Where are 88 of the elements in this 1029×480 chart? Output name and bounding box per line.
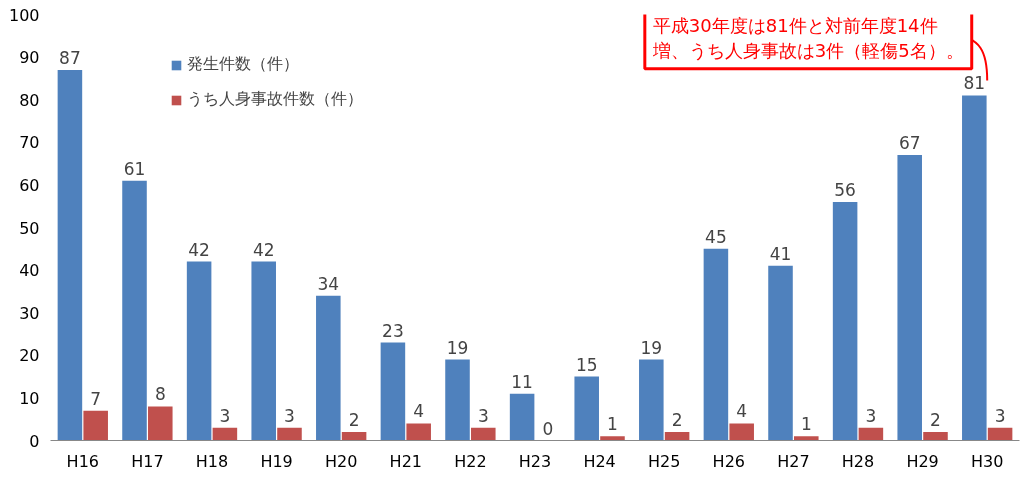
data-label: 7 [90,388,102,409]
y-tick-label: 80 [19,90,40,110]
y-tick-label: 40 [19,261,40,281]
x-tick-label: H21 [389,451,422,471]
bar [471,427,496,441]
y-tick-label: 50 [19,218,40,238]
y-tick-label: 30 [19,303,40,323]
legend-label: 発生件数（件） [187,54,299,75]
x-tick-label: H17 [131,451,164,471]
y-tick-label: 10 [19,388,40,408]
data-label: 87 [59,47,81,68]
data-label: 0 [542,418,554,439]
x-tick-label: H20 [325,451,358,471]
data-label: 23 [382,320,404,341]
data-label: 8 [154,384,166,405]
annotation: 平成30年度は81件と対前年度14件増、うち人身事故は3件（軽傷5名）。 [651,14,964,61]
y-tick-label: 0 [29,431,40,451]
bar [122,180,147,441]
bar [83,410,108,441]
data-label: 19 [640,337,663,358]
bar [212,427,238,441]
bar [600,436,625,441]
x-tick-label: H25 [648,451,681,471]
bar [445,359,470,441]
data-label: 2 [348,409,360,430]
data-label: 42 [252,239,275,260]
bar [341,431,367,441]
bar [277,427,302,441]
data-label: 3 [865,405,877,426]
data-label: 34 [317,273,340,294]
data-label: 1 [607,414,618,435]
data-label: 67 [898,133,921,154]
bar [832,201,858,441]
bar [380,342,406,441]
bar [729,423,754,441]
bar [639,359,664,441]
bar [858,427,884,441]
bar [574,376,599,441]
data-label: 3 [284,405,295,426]
x-tick-label: H29 [906,451,939,471]
data-label: 45 [705,226,727,247]
bar [186,261,212,441]
bar [148,406,173,441]
data-label: 11 [511,371,533,392]
bar [768,265,793,441]
bar [251,261,276,441]
x-tick-label: H30 [971,451,1004,471]
bar [509,393,535,441]
x-tick-label: H18 [195,451,229,471]
data-label: 2 [930,409,941,430]
data-label: 61 [123,158,146,179]
bar [794,436,819,441]
y-tick-label: 100 [8,5,40,25]
bar [406,423,431,441]
x-tick-label: H28 [841,451,875,471]
data-label: 41 [769,243,792,264]
data-label: 2 [671,409,683,430]
x-tick-label: H27 [777,451,810,471]
data-label: 1 [800,414,812,435]
data-label: 15 [575,354,598,375]
bar [57,69,83,441]
data-label: 3 [994,405,1006,426]
legend-label: うち人身事故件数（件） [187,89,363,110]
x-tick-label: H26 [712,451,745,471]
bar [897,155,922,441]
bar [962,95,987,441]
y-tick-label: 60 [19,175,40,195]
y-tick-label: 70 [19,133,40,153]
x-tick-label: H19 [260,451,293,471]
y-tick-label: 20 [19,346,40,366]
data-label: 4 [413,401,425,422]
bar [703,248,729,441]
x-tick-label: H24 [583,451,616,471]
bar [923,431,948,441]
bar [316,295,341,441]
data-label: 56 [834,179,856,200]
bar [987,427,1013,441]
x-tick-label: H16 [66,451,99,471]
x-tick-label: H23 [518,451,552,471]
data-label: 19 [446,337,469,358]
data-label: 81 [963,73,986,94]
data-label: 3 [219,405,231,426]
data-label: 42 [188,239,210,260]
data-label: 3 [477,405,489,426]
x-tick-label: H22 [454,451,487,471]
bar [664,431,690,441]
y-tick-label: 90 [19,48,40,68]
data-label: 4 [736,401,748,422]
